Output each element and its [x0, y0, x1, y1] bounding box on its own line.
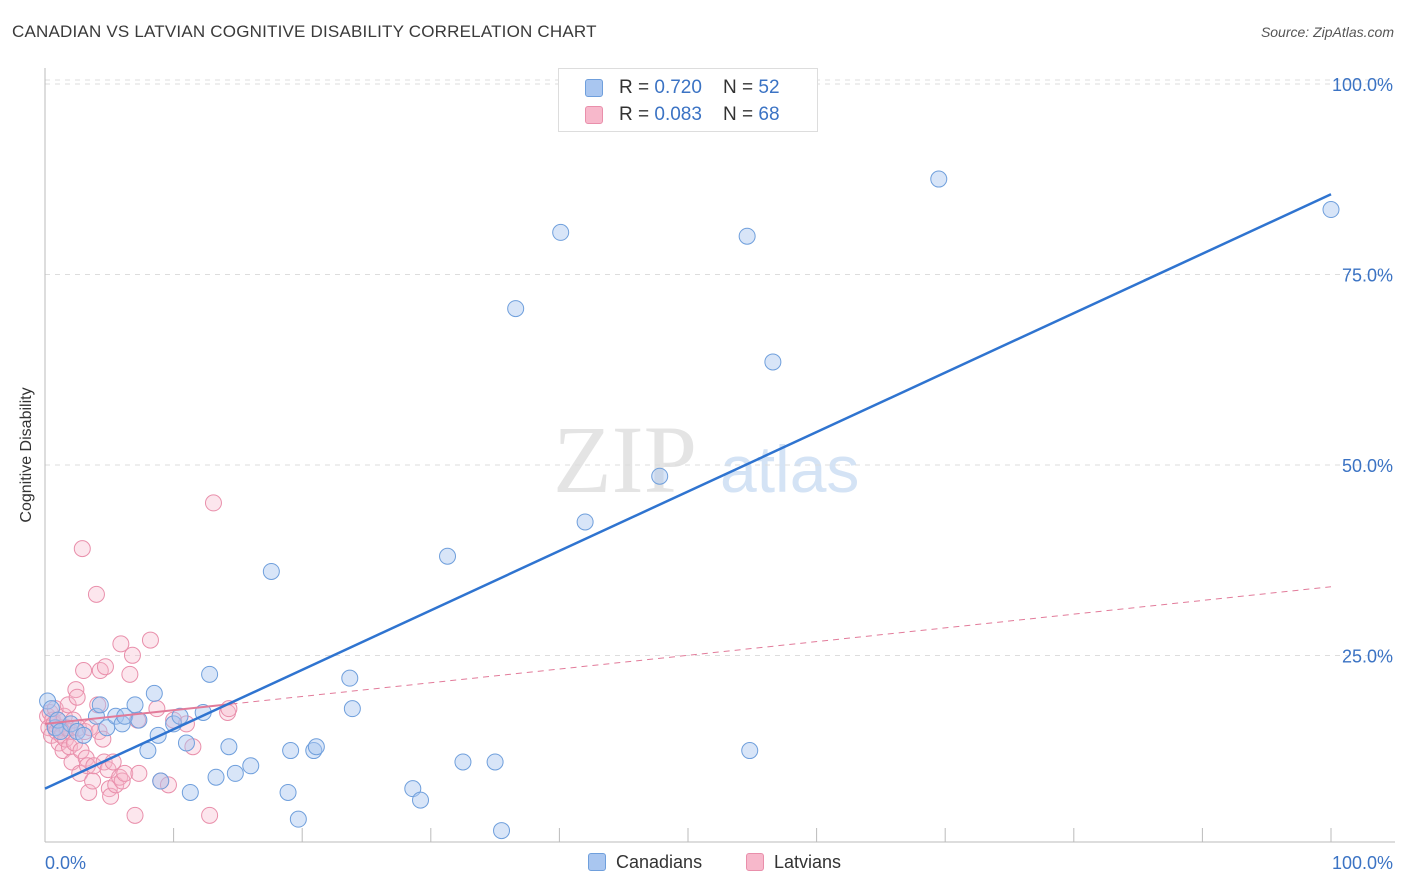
latvians-point — [148, 700, 166, 718]
y-tick-label: 75.0% — [1342, 266, 1393, 286]
latvians-trend-dashed — [231, 586, 1332, 705]
y-tick-label: 25.0% — [1342, 647, 1393, 667]
canadians-point — [201, 665, 219, 683]
canadians-point — [486, 753, 504, 771]
x-tick-label: 100.0% — [1332, 853, 1393, 873]
latvians-point — [141, 631, 159, 649]
canadians-point — [651, 467, 669, 485]
canadians-legend-swatch — [588, 853, 606, 871]
latvians-point — [130, 764, 148, 782]
canadians-point — [307, 738, 325, 756]
latvians-point — [73, 540, 91, 558]
canadians-legend-label: Canadians — [616, 852, 703, 872]
latvians-n-value: 68 — [758, 104, 780, 125]
canadians-trend-line — [44, 193, 1332, 790]
latvians-point — [84, 772, 102, 790]
canadians-point — [279, 783, 297, 801]
canadians-point — [39, 692, 57, 710]
latvians-r-label: R = — [619, 104, 655, 125]
bottom-legend-latvians[interactable]: Latvians — [746, 852, 841, 873]
canadians-point — [930, 170, 948, 188]
latvians-n-label: N = — [723, 104, 759, 125]
latvians-point — [159, 776, 177, 794]
canadians-point — [507, 300, 525, 318]
latvians-point — [96, 658, 114, 676]
canadians-point — [152, 772, 170, 790]
canadians-point — [341, 669, 359, 687]
latvians-point — [68, 688, 86, 706]
canadians-point — [130, 711, 148, 729]
chart-title: CANADIAN VS LATVIAN COGNITIVE DISABILITY… — [12, 22, 597, 41]
y-tick-label: 50.0% — [1342, 456, 1393, 476]
canadians-point — [87, 707, 105, 725]
latvians-point — [112, 635, 130, 653]
canadians-point — [139, 742, 157, 760]
canadians-r-value: 0.720 — [654, 77, 702, 98]
canadians-point — [91, 696, 109, 714]
canadians-point — [126, 696, 144, 714]
y-axis-label: Cognitive Disability — [18, 387, 35, 523]
canadians-point — [576, 513, 594, 531]
latvians-legend-label: Latvians — [774, 852, 842, 872]
latvians-point — [126, 806, 144, 824]
canadians-point — [343, 700, 361, 718]
latvians-r-value: 0.083 — [654, 104, 702, 125]
x-tick-label: 0.0% — [45, 853, 86, 873]
correlation-legend: R = 0.720 N = 52 R = 0.083 N = 68 — [558, 68, 818, 132]
latvians-legend-swatch — [746, 853, 764, 871]
canadians-point — [738, 227, 756, 245]
canadians-point — [493, 822, 511, 840]
y-tick-label: 100.0% — [1332, 75, 1393, 95]
canadians-point — [220, 738, 238, 756]
latvians-point — [87, 585, 105, 603]
canadians-n-label: N = — [723, 77, 759, 98]
latvians-point — [75, 662, 93, 680]
canadians-swatch — [585, 79, 603, 97]
canadians-point — [1322, 201, 1340, 219]
canadians-point — [282, 742, 300, 760]
latvians-point — [123, 646, 141, 664]
latvians-point — [201, 806, 219, 824]
canadians-point — [289, 810, 307, 828]
latvians-point — [116, 764, 134, 782]
canadians-point — [439, 547, 457, 565]
latvians-swatch — [585, 106, 603, 124]
latvians-point — [121, 665, 139, 683]
canadians-point — [764, 353, 782, 371]
latvians-point — [204, 494, 222, 512]
canadians-point — [454, 753, 472, 771]
canadians-point — [741, 742, 759, 760]
bottom-legend-canadians[interactable]: Canadians — [588, 852, 702, 873]
canadians-point — [207, 768, 225, 786]
canadians-point — [177, 734, 195, 752]
canadians-point — [262, 562, 280, 580]
canadians-point — [171, 707, 189, 725]
canadians-r-label: R = — [619, 77, 655, 98]
latvians-point — [80, 783, 98, 801]
canadians-point — [552, 223, 570, 241]
source-label: Source: ZipAtlas.com — [1260, 24, 1394, 40]
canadians-point — [145, 684, 163, 702]
watermark-zip: ZIP — [553, 406, 697, 513]
canadians-point — [181, 783, 199, 801]
canadians-point — [412, 791, 430, 809]
canadians-point — [75, 726, 93, 744]
canadians-point — [226, 764, 244, 782]
latvians-point — [94, 730, 112, 748]
canadians-point — [242, 757, 260, 775]
latvians-trend-solid — [44, 703, 232, 725]
canadians-n-value: 52 — [758, 77, 780, 98]
